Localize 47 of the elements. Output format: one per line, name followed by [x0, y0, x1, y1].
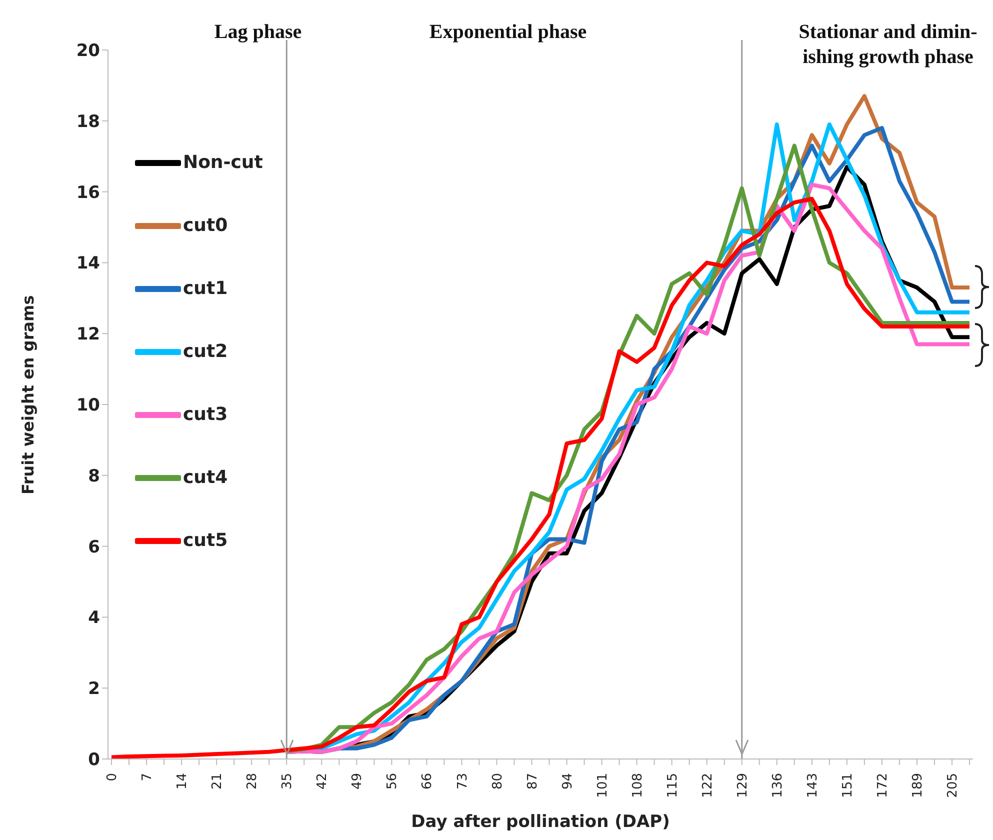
x-tick-label: 108: [630, 773, 646, 798]
x-axis-title: Day after pollination (DAP): [411, 812, 670, 832]
y-tick-label: 12: [76, 324, 100, 345]
x-tick-label: 66: [420, 773, 436, 790]
x-tick-label: 151: [840, 773, 856, 798]
x-tick-label: 49: [350, 773, 366, 790]
y-tick-label: 18: [76, 112, 100, 132]
x-tick-label: 21: [210, 773, 226, 790]
legend-label: cut0: [183, 215, 228, 236]
x-tick-label: 189: [910, 773, 926, 798]
y-tick-label: 16: [76, 182, 100, 203]
x-tick-label: 129: [735, 773, 750, 798]
x-tick-label: 87: [525, 773, 540, 790]
y-axis-title: Fruit weight en grams: [18, 295, 38, 494]
x-tick-label: 56: [385, 773, 400, 790]
legend-label: cut2: [183, 341, 228, 362]
x-tick-label: 115: [665, 773, 680, 798]
legend-label: cut1: [183, 278, 228, 299]
x-tick-label: 80: [490, 773, 506, 790]
legend-label: Non-cut: [183, 152, 263, 173]
x-tick-label: 136: [770, 773, 786, 798]
x-tick-label: 94: [560, 773, 576, 790]
text: Exponential phase: [428, 20, 588, 45]
x-tick-label: 28: [245, 773, 260, 790]
y-tick-label: 4: [88, 608, 100, 628]
x-tick-label: 101: [595, 773, 610, 798]
x-tick-label: 42: [315, 773, 330, 790]
y-tick-label: 10: [76, 396, 100, 416]
x-tick-label: 122: [700, 773, 716, 798]
y-tick-label: 20: [76, 41, 100, 62]
x-tick-label: 73: [455, 773, 470, 790]
annotation: Stationar and dimin- ishing growth phase: [798, 20, 978, 70]
text: Lag phase: [213, 20, 303, 45]
legend-label: cut3: [183, 404, 228, 425]
x-tick-label: 143: [805, 773, 820, 798]
x-tick-label: 0: [105, 773, 120, 782]
legend-label: cut4: [183, 467, 228, 488]
y-tick-label: 14: [76, 254, 100, 274]
x-tick-label: 35: [280, 773, 296, 790]
legend-label: cut5: [183, 530, 228, 551]
x-tick-label: 7: [140, 773, 156, 782]
x-tick-label: 205: [946, 773, 961, 798]
y-tick-label: 8: [88, 466, 100, 486]
y-tick-label: 2: [88, 679, 100, 700]
x-tick-label: 172: [875, 773, 890, 798]
x-tick-label: 14: [175, 773, 190, 790]
y-tick-label: 6: [88, 537, 100, 558]
